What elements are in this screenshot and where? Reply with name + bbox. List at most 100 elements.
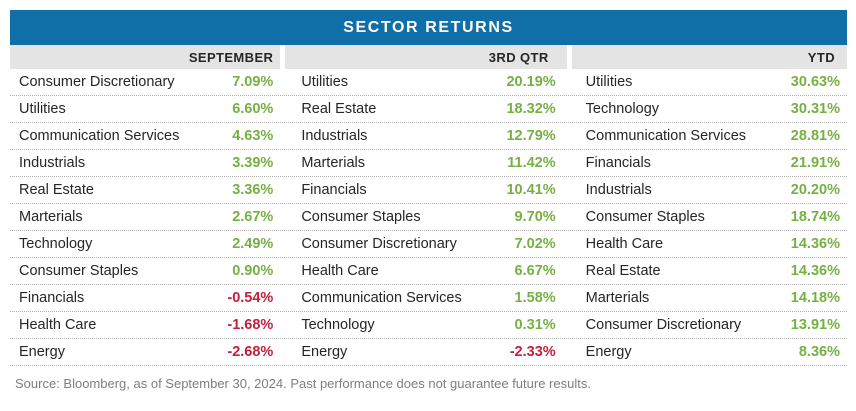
sector-name: Financials: [301, 182, 367, 198]
sector-value: 1.58%: [514, 290, 556, 306]
table-row: Utilities 6.60% Real Estate 18.32% Techn…: [10, 96, 847, 123]
table-cell: Communication Services 4.63%: [10, 123, 290, 149]
table-cell: Health Care 6.67%: [295, 258, 575, 284]
sector-value: 0.90%: [232, 263, 274, 279]
sector-value: 30.63%: [790, 74, 840, 90]
table-row: Real Estate 3.36% Financials 10.41% Indu…: [10, 177, 847, 204]
table-cell: Consumer Discretionary 7.02%: [295, 231, 575, 257]
sector-value: 18.32%: [506, 101, 556, 117]
sector-value: 11.42%: [507, 155, 556, 171]
sector-name: Energy: [301, 344, 348, 360]
sector-value: 8.36%: [798, 344, 840, 360]
sector-value: 4.63%: [232, 128, 274, 144]
table-cell: Technology 0.31%: [295, 312, 575, 338]
table-body: Consumer Discretionary 7.09% Utilities 2…: [10, 69, 847, 366]
sector-value: 9.70%: [514, 209, 556, 225]
sector-name: Real Estate: [19, 182, 94, 198]
sector-name: Utilities: [585, 74, 633, 90]
column-header-september: SEPTEMBER: [10, 45, 281, 69]
sector-name: Technology: [19, 236, 93, 252]
sector-value: 6.60%: [232, 101, 274, 117]
table-title-banner: SECTOR RETURNS: [10, 10, 847, 45]
table-cell: Energy 8.36%: [581, 339, 847, 365]
sector-name: Industrials: [585, 182, 652, 198]
table-row: Consumer Discretionary 7.09% Utilities 2…: [10, 69, 847, 96]
table-cell: Real Estate 14.36%: [581, 258, 847, 284]
sector-value: -2.33%: [509, 344, 556, 360]
table-cell: Consumer Staples 18.74%: [581, 204, 847, 230]
table-cell: Consumer Discretionary 13.91%: [581, 312, 847, 338]
table-cell: Communication Services 1.58%: [295, 285, 575, 311]
table-cell: Financials 21.91%: [581, 150, 847, 176]
sector-name: Financials: [19, 290, 85, 306]
sector-name: Technology: [585, 101, 660, 117]
sector-name: Technology: [301, 317, 375, 333]
table-cell: Industrials 3.39%: [10, 150, 290, 176]
column-header-3rd-qtr: 3RD QTR: [285, 45, 567, 69]
sector-value: 20.20%: [790, 182, 840, 198]
table-cell: Industrials 12.79%: [295, 123, 575, 149]
sector-name: Consumer Staples: [19, 263, 139, 279]
table-cell: Marterials 11.42%: [295, 150, 575, 176]
table-cell: Financials -0.54%: [10, 285, 290, 311]
table-cell: Industrials 20.20%: [581, 177, 847, 203]
sector-value: 20.19%: [506, 74, 556, 90]
sector-value: 18.74%: [790, 209, 840, 225]
sector-value: 6.67%: [514, 263, 556, 279]
sector-name: Communication Services: [19, 128, 180, 144]
sector-value: 14.36%: [790, 236, 840, 252]
sector-name: Communication Services: [585, 128, 747, 144]
sector-value: 3.39%: [232, 155, 274, 171]
table-row: Communication Services 4.63% Industrials…: [10, 123, 847, 150]
sector-name: Utilities: [301, 74, 349, 90]
sector-name: Energy: [19, 344, 65, 360]
sector-name: Marterials: [585, 290, 650, 306]
sector-value: 3.36%: [232, 182, 274, 198]
table-row: Consumer Staples 0.90% Health Care 6.67%…: [10, 258, 847, 285]
table-row: Marterials 2.67% Consumer Staples 9.70% …: [10, 204, 847, 231]
table-cell: Marterials 2.67%: [10, 204, 290, 230]
table-cell: Marterials 14.18%: [581, 285, 847, 311]
column-headers: SEPTEMBER 3RD QTR YTD: [10, 45, 847, 69]
sector-name: Consumer Discretionary: [19, 74, 175, 90]
table-cell: Utilities 30.63%: [581, 69, 847, 95]
table-cell: Utilities 6.60%: [10, 96, 290, 122]
table-cell: Financials 10.41%: [295, 177, 575, 203]
sector-name: Utilities: [19, 101, 66, 117]
sector-value: 7.09%: [232, 74, 274, 90]
sector-value: 30.31%: [790, 101, 840, 117]
sector-name: Consumer Staples: [585, 209, 705, 225]
table-cell: Real Estate 3.36%: [10, 177, 290, 203]
table-row: Health Care -1.68% Technology 0.31% Cons…: [10, 312, 847, 339]
sector-name: Real Estate: [301, 101, 377, 117]
table-cell: Health Care -1.68%: [10, 312, 290, 338]
table-cell: Consumer Staples 0.90%: [10, 258, 290, 284]
sector-returns-panel: SECTOR RETURNS SEPTEMBER 3RD QTR YTD Con…: [10, 10, 847, 391]
table-cell: Technology 30.31%: [581, 96, 847, 122]
sector-value: -1.68%: [227, 317, 274, 333]
sector-name: Consumer Staples: [301, 209, 421, 225]
page-title: SECTOR RETURNS: [343, 18, 514, 36]
source-note: Source: Bloomberg, as of September 30, 2…: [15, 376, 591, 391]
sector-value: 2.67%: [232, 209, 274, 225]
sector-name: Health Care: [19, 317, 97, 333]
sector-name: Consumer Discretionary: [585, 317, 742, 333]
sector-name: Marterials: [301, 155, 365, 171]
table-row: Industrials 3.39% Marterials 11.42% Fina…: [10, 150, 847, 177]
sector-value: 2.49%: [232, 236, 274, 252]
table-cell: Consumer Staples 9.70%: [295, 204, 575, 230]
table-row: Energy -2.68% Energy -2.33% Energy 8.36%: [10, 339, 847, 366]
sector-value: -2.68%: [227, 344, 274, 360]
sector-name: Health Care: [585, 236, 664, 252]
sector-name: Real Estate: [585, 263, 661, 279]
sector-name: Consumer Discretionary: [301, 236, 457, 252]
sector-value: 7.02%: [514, 236, 556, 252]
table-row: Financials -0.54% Communication Services…: [10, 285, 847, 312]
sector-value: -0.54%: [227, 290, 274, 306]
table-cell: Technology 2.49%: [10, 231, 290, 257]
sector-name: Industrials: [301, 128, 368, 144]
column-header-ytd: YTD: [571, 45, 847, 69]
sector-name: Financials: [585, 155, 651, 171]
table-cell: Health Care 14.36%: [581, 231, 847, 257]
sector-value: 14.18%: [790, 290, 840, 306]
